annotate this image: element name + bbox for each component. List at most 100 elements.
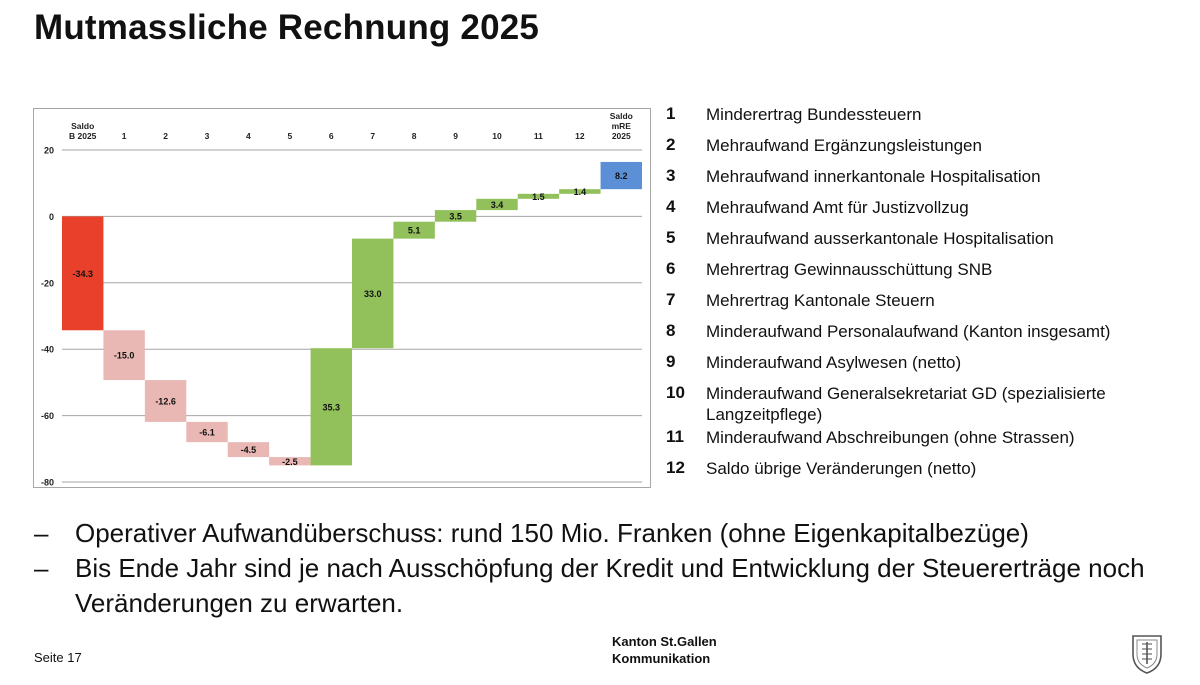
y-tick-label: 20 <box>44 146 54 156</box>
y-tick-label: -60 <box>41 411 54 421</box>
legend-text: Mehraufwand innerkantonale Hospitalisati… <box>706 167 1041 186</box>
category-label-line: 4 <box>246 131 251 141</box>
legend-item: 4 Mehraufwand Amt für Justizvollzug <box>666 197 1186 228</box>
legend-item: 11 Minderaufwand Abschreibungen (ohne St… <box>666 427 1186 458</box>
legend-number: 8 <box>666 321 676 340</box>
legend-text: Mehrertrag Gewinnausschüttung SNB <box>706 260 993 279</box>
data-label: -6.1 <box>199 428 215 438</box>
waterfall-bar <box>600 161 642 190</box>
legend-item: 6 Mehrertrag Gewinnausschüttung SNB <box>666 259 1186 290</box>
legend-number: 2 <box>666 135 676 154</box>
category-label-line: 6 <box>329 131 334 141</box>
category-label: Saldo mRE 2025 <box>610 111 633 141</box>
data-label: 3.4 <box>491 200 504 210</box>
org-department: Kommunikation <box>612 651 711 666</box>
data-label: -4.5 <box>241 445 257 455</box>
data-label: 35.3 <box>323 402 341 412</box>
category-label-line: 2025 <box>612 131 631 141</box>
category-label: 10 <box>492 131 502 141</box>
waterfall-bar <box>352 238 394 349</box>
category-label-line: 8 <box>412 131 417 141</box>
legend-item: 10 Minderaufwand Generalsekretariat GD (… <box>666 383 1186 427</box>
legend-item: 9 Minderaufwand Asylwesen (netto) <box>666 352 1186 383</box>
waterfall-bar <box>186 421 228 443</box>
waterfall-bar <box>103 330 145 381</box>
bullet-text: Operativer Aufwandüberschuss: rund 150 M… <box>75 518 1029 548</box>
legend-text: Mehrertrag Kantonale Steuern <box>706 291 935 310</box>
legend-item: 5 Mehraufwand ausserkantonale Hospitalis… <box>666 228 1186 259</box>
organization-footer: Kanton St.Gallen Kommunikation <box>612 633 717 667</box>
data-label: 5.1 <box>408 226 421 236</box>
legend-text: Minderaufwand Abschreibungen (ohne Stras… <box>706 428 1075 447</box>
org-name: Kanton St.Gallen <box>612 634 717 649</box>
coat-of-arms-icon <box>1132 635 1162 674</box>
category-label-line: Saldo <box>610 111 633 121</box>
legend-number: 12 <box>666 458 685 477</box>
legend-text: Minderaufwand Asylwesen (netto) <box>706 353 962 372</box>
bullet-item: – Bis Ende Jahr sind je nach Ausschöpfun… <box>34 551 1184 621</box>
data-label: -2.5 <box>282 457 298 467</box>
category-label: Saldo B 2025 <box>69 121 97 141</box>
legend-number: 6 <box>666 259 676 278</box>
waterfall-bar <box>517 193 560 199</box>
legend-item: 3 Mehraufwand innerkantonale Hospitalisa… <box>666 166 1186 197</box>
data-label: 1.5 <box>532 192 545 202</box>
data-label: -15.0 <box>114 351 135 361</box>
legend-text: Mehraufwand ausserkantonale Hospitalisat… <box>706 229 1054 248</box>
category-label: 8 <box>412 131 417 141</box>
category-label-line: 2 <box>163 131 168 141</box>
legend-number: 7 <box>666 290 676 309</box>
waterfall-bar <box>310 348 352 466</box>
category-label: 5 <box>287 131 292 141</box>
waterfall-bar <box>144 380 187 422</box>
legend-text: Minderaufwand Personalaufwand (Kanton in… <box>706 322 1111 341</box>
legend-item: 2 Mehraufwand Ergänzungsleistungen <box>666 135 1186 166</box>
waterfall-bar <box>393 221 435 239</box>
bullet-dash: – <box>34 553 49 583</box>
category-label-line: 3 <box>205 131 210 141</box>
y-tick-label: 0 <box>49 212 54 222</box>
category-label: 11 <box>534 131 543 141</box>
data-label: -34.3 <box>72 269 93 279</box>
category-label-line: 9 <box>453 131 458 141</box>
waterfall-bar <box>227 442 270 458</box>
category-label-line: mRE <box>612 121 632 131</box>
legend-number: 1 <box>666 104 676 123</box>
legend-number: 11 <box>666 427 684 446</box>
data-label: 1.4 <box>574 187 587 197</box>
data-label: -12.6 <box>155 396 176 406</box>
bullet-text: Bis Ende Jahr sind je nach Ausschöpfung … <box>75 553 1145 618</box>
page-number: Seite 17 <box>34 650 82 665</box>
data-label: 3.5 <box>449 211 462 221</box>
y-tick-label: -40 <box>41 345 54 355</box>
data-label: 8.2 <box>615 171 628 181</box>
legend-item: 7 Mehrertrag Kantonale Steuern <box>666 290 1186 321</box>
legend-text: Minderaufwand Generalsekretariat GD (spe… <box>706 384 1106 424</box>
legend-item: 8 Minderaufwand Personalaufwand (Kanton … <box>666 321 1186 352</box>
category-label-line: B 2025 <box>69 131 97 141</box>
legend-text: Minderertrag Bundessteuern <box>706 105 922 124</box>
waterfall-bar <box>434 210 477 222</box>
waterfall-bar <box>269 457 311 466</box>
legend-text: Saldo übrige Veränderungen (netto) <box>706 459 977 478</box>
category-label-line: 1 <box>122 131 127 141</box>
category-label-line: 10 <box>492 131 502 141</box>
legend-item: 1 Minderertrag Bundessteuern <box>666 104 1186 135</box>
legend-number: 10 <box>666 383 685 402</box>
slide-title: Mutmassliche Rechnung 2025 <box>34 8 540 47</box>
waterfall-chart-svg: 20 0 -20 -40 -60 -80 -34.3 -15.0 -12.6 -6.1 -4.5 -2… <box>41 111 642 488</box>
bullet-list: – Operativer Aufwandüberschuss: rund 150… <box>34 516 1184 621</box>
legend-item: 12 Saldo übrige Veränderungen (netto) <box>666 458 1186 489</box>
category-label-line: 7 <box>370 131 375 141</box>
category-label: 6 <box>329 131 334 141</box>
category-label: 7 <box>370 131 375 141</box>
category-label: 12 <box>575 131 585 141</box>
bullet-item: – Operativer Aufwandüberschuss: rund 150… <box>34 516 1184 551</box>
legend-number: 4 <box>666 197 676 216</box>
category-label: 3 <box>205 131 210 141</box>
legend-number: 9 <box>666 352 676 371</box>
legend-number: 5 <box>666 228 676 247</box>
category-label: 2 <box>163 131 168 141</box>
chart-legend: 1 Minderertrag Bundessteuern 2 Mehraufwa… <box>666 104 1186 489</box>
legend-number: 3 <box>666 166 676 185</box>
